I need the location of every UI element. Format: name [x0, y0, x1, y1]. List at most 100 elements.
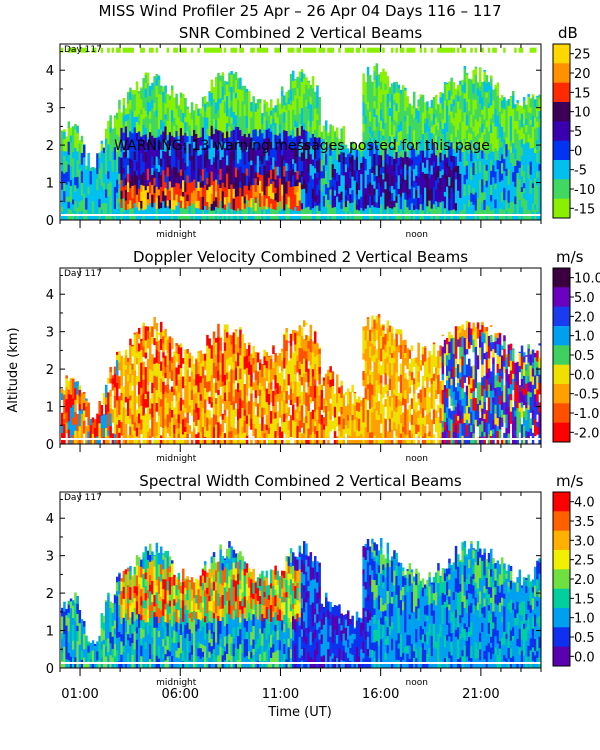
heatmap-cell — [155, 349, 159, 363]
heatmap-cell — [393, 136, 396, 151]
heatmap-cell — [481, 123, 484, 133]
heatmap-cell — [105, 183, 108, 190]
heatmap-cell — [487, 118, 491, 132]
heatmap-cell — [476, 139, 480, 151]
heatmap-cell — [386, 115, 390, 124]
heatmap-cell — [287, 341, 291, 343]
heatmap-cell — [153, 156, 156, 166]
heatmap-cell — [223, 182, 227, 188]
heatmap-cell — [501, 106, 504, 114]
heatmap-cell — [474, 135, 478, 145]
heatmap-cell — [446, 194, 449, 208]
heatmap-cell — [215, 191, 218, 198]
heatmap-cell — [292, 174, 295, 187]
heatmap-cell — [349, 193, 352, 204]
heatmap-cell — [512, 212, 515, 221]
heatmap-cell — [503, 131, 506, 140]
heatmap-cell — [67, 201, 71, 209]
heatmap-cell — [311, 188, 315, 199]
heatmap-cell — [219, 159, 222, 169]
heatmap-cell — [331, 390, 335, 399]
heatmap-cell — [212, 400, 216, 415]
heatmap-cell — [226, 164, 229, 174]
heatmap-cell — [195, 374, 198, 386]
heatmap-cell — [173, 424, 176, 434]
heatmap-cell — [197, 115, 200, 128]
heatmap-cell — [395, 81, 398, 92]
heatmap-cell — [65, 160, 68, 172]
heatmap-cell — [327, 187, 330, 200]
heatmap-cell — [151, 354, 154, 366]
heatmap-cell — [107, 411, 110, 424]
heatmap-cell — [72, 398, 75, 405]
heatmap-cell — [360, 207, 363, 214]
heatmap-cell — [479, 85, 482, 92]
heatmap-cell — [485, 127, 489, 134]
heatmap-cell — [505, 156, 508, 169]
heatmap-cell — [393, 99, 396, 105]
heatmap-cell — [305, 158, 308, 171]
heatmap-cell — [325, 395, 328, 401]
heatmap-cell — [263, 355, 266, 366]
heatmap-cell — [204, 103, 207, 112]
heatmap-cell — [100, 415, 104, 429]
heatmap-cell — [177, 135, 181, 143]
heatmap-cell — [138, 179, 141, 189]
heatmap-cell — [131, 395, 134, 407]
heatmap-cell — [164, 397, 167, 404]
heatmap-cell — [228, 371, 231, 382]
heatmap-cell — [237, 176, 240, 183]
heatmap-cell — [252, 429, 255, 437]
heatmap-cell — [256, 136, 260, 148]
heatmap-cell — [215, 403, 218, 416]
heatmap-cell — [278, 373, 282, 386]
heatmap-cell — [369, 408, 372, 419]
heatmap-cell — [65, 422, 68, 434]
heatmap-cell — [329, 160, 332, 166]
heatmap-cell — [452, 148, 456, 156]
heatmap-cell — [307, 153, 310, 163]
heatmap-cell — [250, 146, 253, 161]
heatmap-cell — [230, 130, 233, 143]
heatmap-cell — [490, 96, 493, 106]
heatmap-cell — [267, 107, 271, 116]
heatmap-cell — [362, 379, 365, 387]
heatmap-cell — [87, 193, 90, 208]
heatmap-cell — [177, 153, 181, 160]
heatmap-cell — [479, 116, 482, 128]
heatmap-cell — [417, 165, 420, 177]
heatmap-cell — [237, 99, 240, 113]
heatmap-cell — [188, 425, 192, 434]
heatmap-cell — [437, 156, 440, 166]
heatmap-cell — [109, 389, 112, 397]
heatmap-cell — [252, 382, 255, 391]
heatmap-cell — [307, 402, 310, 412]
heatmap-cell — [182, 94, 185, 100]
heatmap-cell — [138, 381, 141, 389]
heatmap-cell — [287, 97, 291, 105]
heatmap-cell — [336, 172, 339, 181]
heatmap-cell — [179, 47, 183, 53]
heatmap-cell — [67, 421, 71, 430]
heatmap-cell — [241, 185, 244, 197]
figure-title: MISS Wind Profiler 25 Apr – 26 Apr 04 Da… — [99, 2, 502, 20]
heatmap-cell — [496, 138, 500, 151]
heatmap-cell — [402, 417, 405, 427]
heatmap-cell — [272, 107, 275, 119]
heatmap-cell — [294, 344, 297, 352]
heatmap-cell — [138, 422, 141, 436]
heatmap-cell — [206, 171, 209, 179]
heatmap-cell — [111, 128, 115, 136]
heatmap-cell — [289, 181, 293, 188]
heatmap-cell — [450, 110, 453, 123]
heatmap-cell — [463, 98, 467, 113]
heatmap-cell — [188, 381, 192, 396]
heatmap-cell — [261, 153, 264, 165]
heatmap-cell — [450, 384, 453, 399]
heatmap-cell — [133, 90, 137, 95]
heatmap-cell — [516, 133, 519, 139]
heatmap-cell — [421, 417, 425, 425]
heatmap-cell — [375, 108, 379, 116]
heatmap-cell — [168, 131, 172, 146]
heatmap-cell — [168, 190, 172, 200]
